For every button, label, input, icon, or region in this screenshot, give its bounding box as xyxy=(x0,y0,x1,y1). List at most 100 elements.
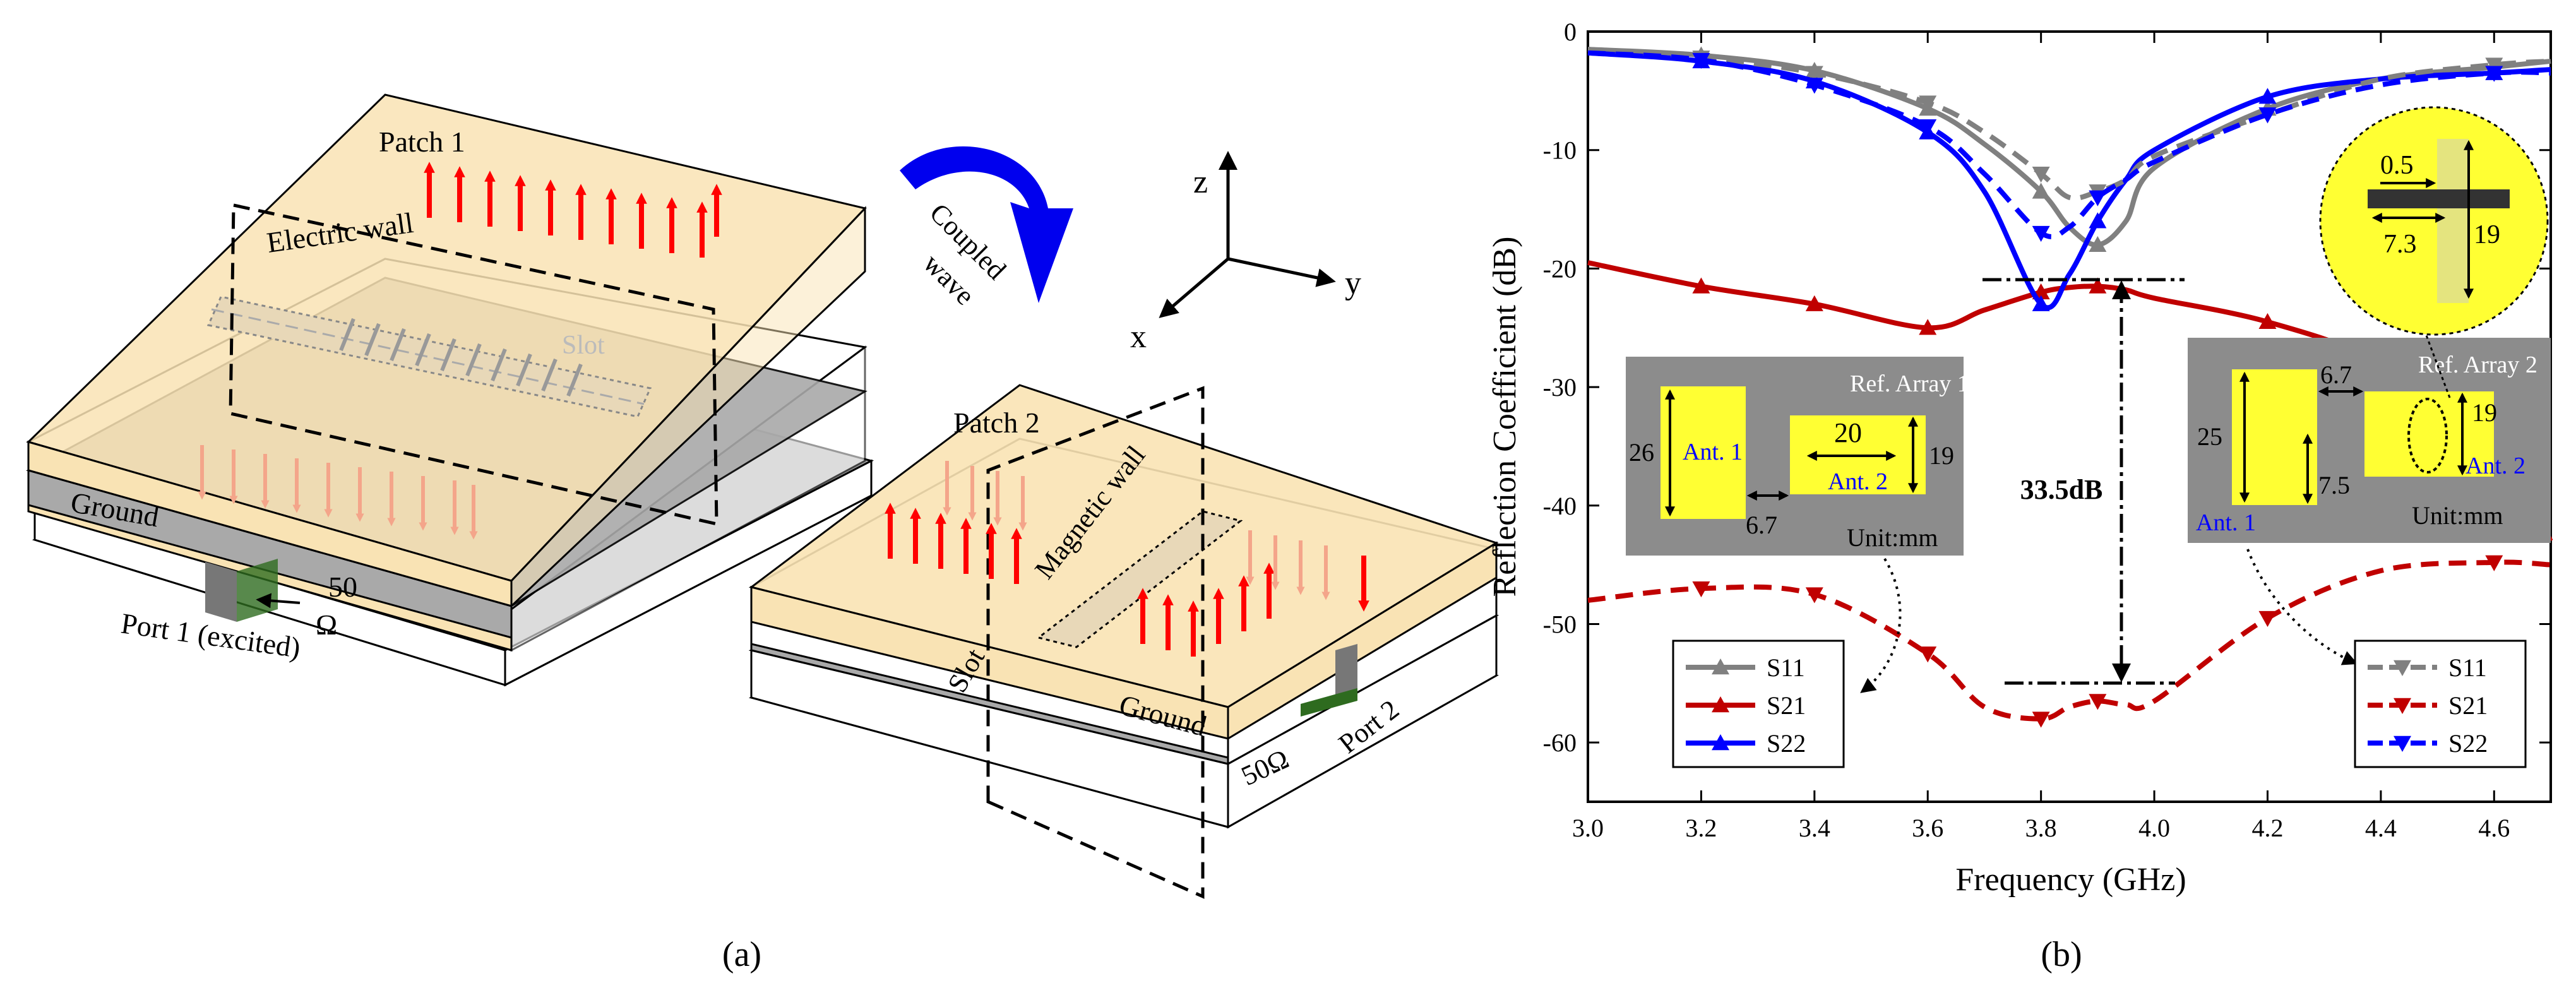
structure1-side-face xyxy=(504,459,873,687)
series-marker-s22 xyxy=(1805,78,1823,94)
series-marker-s22 xyxy=(1919,119,1937,136)
patch-1-side xyxy=(510,206,866,609)
structure-2: Patch 2 Magnetic wall Slot Ground 50Ω Po… xyxy=(748,384,1500,899)
coupled-wave: Coupled wave xyxy=(900,146,1073,311)
y-tick-label: -50 xyxy=(1543,610,1577,638)
inset-ref-array-2: Ref. Array 2 Ant. 1 Ant. 2 25 6.7 19 7.5… xyxy=(2188,338,2551,543)
patch-2-currents xyxy=(885,503,1369,657)
y-tick-label: -20 xyxy=(1543,254,1577,283)
caption-a: (a) xyxy=(722,935,761,974)
impedance-50-label: 50 xyxy=(328,571,357,603)
series-marker-s22 xyxy=(1692,52,1710,69)
x-axis-title: Frequency (GHz) xyxy=(1955,862,2186,898)
port-1-feed xyxy=(205,562,237,622)
series-marker-s22 xyxy=(2258,88,2277,104)
x-tick-label: 4.0 xyxy=(2138,814,2170,842)
y-tick-label: -10 xyxy=(1543,136,1577,165)
annotation-33-5db: 33.5dB xyxy=(2020,474,2103,505)
y-tick-label: -30 xyxy=(1543,373,1577,402)
x-tick-label: 3.6 xyxy=(1912,814,1943,842)
inset-ref-array-1: Ref. Array 1 Ant. 1 Ant. 2 26 20 19 6.7 … xyxy=(1626,357,1969,556)
patch-2-label: Patch 2 xyxy=(953,407,1040,439)
series-marker-s21 xyxy=(2258,610,2277,628)
zoom-dim-7-3: 7.3 xyxy=(2383,230,2417,259)
x-axis xyxy=(1159,258,1229,318)
inset-1-ant1-label: Ant. 1 xyxy=(1683,439,1743,465)
ground-2-currents xyxy=(943,461,1330,600)
series-marker-s11 xyxy=(2032,182,2050,199)
y-axis xyxy=(1227,257,1336,287)
legend-marker xyxy=(2394,660,2411,676)
series-marker-s21 xyxy=(2032,711,2050,728)
legend-marker xyxy=(2394,698,2411,714)
legend-marker xyxy=(2394,735,2411,752)
inset-1-dim-6-7: 6.7 xyxy=(1746,511,1777,539)
x-tick-label: 4.2 xyxy=(2251,814,2283,842)
legend-label: S22 xyxy=(2448,729,2488,758)
series-marker-s21 xyxy=(2485,555,2503,571)
series-marker-s21 xyxy=(2089,694,2107,710)
coupled-wave-arrow xyxy=(900,146,1073,303)
legend-marker xyxy=(1712,734,1729,751)
series-line-s21-ref2 xyxy=(1587,559,2551,722)
series-marker-s22 xyxy=(2032,225,2050,242)
series-marker-s21 xyxy=(1692,581,1710,598)
series-marker-s11 xyxy=(2485,57,2503,74)
port-2-feed xyxy=(1335,644,1357,701)
series-marker-s21 xyxy=(1919,319,1937,335)
inset-2-title: Ref. Array 2 xyxy=(2418,352,2537,378)
series-marker-s22 xyxy=(2485,66,2503,82)
legend-box xyxy=(2354,640,2527,768)
electric-wall xyxy=(229,203,719,527)
inset-1-title: Ref. Array 1 xyxy=(1850,371,1969,397)
series-marker-s21 xyxy=(1805,587,1823,604)
legend-marker xyxy=(1712,696,1729,713)
y-tick-label: -40 xyxy=(1543,492,1577,520)
y-tick-label: -60 xyxy=(1543,729,1577,757)
axis-x-label: x xyxy=(1130,319,1147,355)
x-tick-label: 4.4 xyxy=(2365,814,2397,842)
series-marker-s21 xyxy=(2258,312,2277,330)
slot-1 xyxy=(206,295,652,418)
zoom-ant2-strip xyxy=(2437,139,2469,303)
slot-2 xyxy=(1036,510,1243,648)
series-marker-s11 xyxy=(1919,95,1937,112)
inset-2-ant1-label: Ant. 1 xyxy=(2196,509,2256,536)
legend-label: S21 xyxy=(1767,691,1806,720)
patch-1-currents xyxy=(424,162,722,258)
impedance-ohm-label: Ω xyxy=(316,609,337,641)
x-tick-label: 4.6 xyxy=(2478,814,2510,842)
series-marker-s22 xyxy=(2032,295,2050,311)
inset-1-dim-26: 26 xyxy=(1629,438,1654,467)
zoom-circle xyxy=(2319,106,2549,336)
series-marker-s22 xyxy=(2258,107,2277,124)
caption-b: (b) xyxy=(2041,935,2082,974)
x-tick-label: 3.2 xyxy=(1685,814,1717,842)
series-marker-s11 xyxy=(2032,167,2050,183)
legend-marker xyxy=(1712,658,1729,675)
y-axis-title: Reflection Coefficient (dB) xyxy=(1487,237,1523,597)
inset-1-dim-19: 19 xyxy=(1929,441,1954,470)
zoom-detail: 0.5 7.3 19 xyxy=(2319,106,2549,398)
inset-1-callout xyxy=(1860,557,1902,693)
port-2-line xyxy=(1301,688,1357,717)
series-marker-s21 xyxy=(2089,277,2107,294)
inset-1-ant2-label: Ant. 2 xyxy=(1828,468,1888,495)
inset-2-dim-6-7: 6.7 xyxy=(2320,360,2352,389)
magnetic-wall xyxy=(986,386,1205,899)
patch-2-side xyxy=(1227,541,1498,741)
structure2-ground-front xyxy=(750,643,1229,765)
zoom-dim-19: 19 xyxy=(2474,220,2500,249)
legend-label: S21 xyxy=(2448,691,2488,720)
series-marker-s22 xyxy=(2089,212,2107,229)
series-marker-s21 xyxy=(1692,277,1710,294)
x-tick-label: 3.4 xyxy=(1799,814,1830,842)
patch-1-label: Patch 1 xyxy=(379,126,465,158)
structure-1: Patch 1 Electric wall Slot Ground 50 Ω P… xyxy=(26,93,874,687)
zoom-slot xyxy=(2368,189,2510,208)
inset-2-ant2-label: Ant. 2 xyxy=(2466,453,2525,479)
port-1-arrow xyxy=(256,593,301,609)
axis-z-label: z xyxy=(1193,164,1208,200)
x-tick-label: 3.8 xyxy=(2025,814,2057,842)
